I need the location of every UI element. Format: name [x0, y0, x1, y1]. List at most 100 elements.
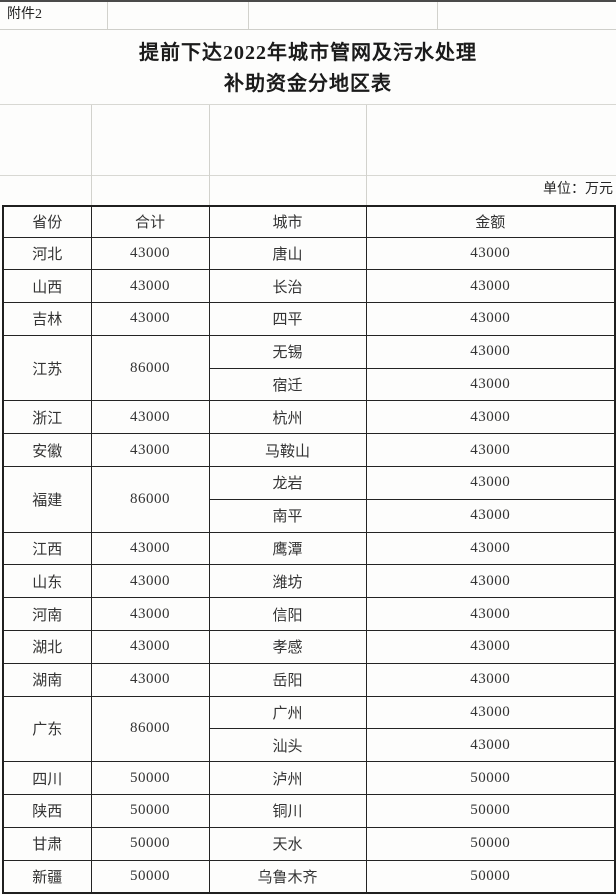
attachment-row: 附件2	[0, 2, 616, 30]
city-cell: 广州	[208, 695, 367, 730]
city-cell: 马鞍山	[208, 433, 367, 468]
total-cell: 43000	[90, 630, 210, 664]
table-row: 山西 43000 长治 43000	[2, 269, 616, 304]
gridline	[366, 105, 367, 205]
total-cell: 50000	[90, 794, 210, 828]
city-cell: 杭州	[208, 400, 367, 435]
total-cell: 43000	[90, 433, 210, 468]
province-cell: 湖北	[2, 630, 92, 664]
funding-table-body: 河北 43000 唐山 43000 山西 43000 长治 43000 吉林 43000 四平 430…	[2, 236, 616, 894]
amount-cell: 43000	[365, 466, 616, 500]
total-cell: 43000	[90, 400, 210, 435]
province-cell: 河北	[2, 236, 92, 271]
table-row: 广东 86000 广州 43000	[2, 695, 616, 763]
table-row: 浙江 43000 杭州 43000	[2, 400, 616, 435]
gridline	[91, 105, 92, 205]
province-cell: 江苏	[2, 334, 92, 402]
city-cell: 信阳	[208, 597, 367, 632]
page-title: 提前下达2022年城市管网及污水处理 补助资金分地区表	[0, 30, 616, 105]
table-row: 四川 50000 泸州 50000	[2, 761, 616, 796]
pre-table-area: 单位：万元	[0, 105, 616, 205]
province-cell: 广东	[2, 695, 92, 763]
attachment-label: 附件2	[7, 7, 42, 22]
table-row: 福建 86000 龙岩 43000	[2, 466, 616, 533]
table-row: 新疆 50000 乌鲁木齐 50000	[2, 859, 616, 894]
city-cell: 长治	[208, 269, 367, 304]
amount-cell: 43000	[365, 728, 616, 763]
gridline	[248, 2, 249, 29]
amount-cell: 50000	[365, 826, 616, 861]
city-cell: 汕头	[208, 728, 367, 763]
table-row: 江西 43000 鹰潭 43000	[2, 531, 616, 566]
city-cell: 宿迁	[208, 367, 367, 402]
province-cell: 浙江	[2, 400, 92, 435]
amount-cell: 43000	[365, 695, 616, 730]
province-cell: 陕西	[2, 794, 92, 828]
province-cell: 河南	[2, 597, 92, 632]
city-cell: 潍坊	[208, 564, 367, 599]
total-cell: 43000	[90, 662, 210, 697]
title-line-1: 提前下达2022年城市管网及污水处理	[139, 42, 477, 64]
amount-cell: 50000	[365, 761, 616, 796]
province-cell: 安徽	[2, 433, 92, 468]
city-cell: 天水	[208, 826, 367, 861]
unit-label: 单位：万元	[543, 182, 613, 197]
table-header-row: 省份 合计 城市 金额	[2, 205, 616, 238]
city-cell: 南平	[208, 498, 367, 533]
province-cell: 江西	[2, 531, 92, 566]
column-header-city: 城市	[208, 205, 367, 238]
amount-cell: 43000	[365, 630, 616, 664]
city-cell: 岳阳	[208, 662, 367, 697]
column-header-amount: 金额	[365, 205, 616, 238]
table-row: 湖南 43000 岳阳 43000	[2, 662, 616, 697]
total-cell: 43000	[90, 302, 210, 336]
province-cell: 山东	[2, 564, 92, 599]
table-row: 汕头 43000	[3, 728, 616, 763]
province-cell: 湖南	[2, 662, 92, 697]
gridline	[437, 2, 438, 29]
table-row: 山东 43000 潍坊 43000	[2, 564, 616, 599]
table-row: 南平 43000	[3, 498, 616, 533]
table-row: 湖北 43000 孝感 43000	[2, 630, 616, 664]
amount-cell: 43000	[365, 236, 616, 271]
total-cell: 43000	[90, 531, 210, 566]
table-row: 甘肃 50000 天水 50000	[2, 826, 616, 861]
gridline	[209, 105, 210, 205]
amount-cell: 43000	[365, 367, 616, 402]
amount-cell: 43000	[365, 662, 616, 697]
table-row: 吉林 43000 四平 43000	[2, 302, 616, 336]
city-cell: 无锡	[208, 334, 367, 369]
city-cell: 龙岩	[208, 466, 367, 500]
province-cell: 山西	[2, 269, 92, 304]
empty-row	[0, 105, 616, 176]
amount-cell: 43000	[365, 564, 616, 599]
province-cell: 四川	[2, 761, 92, 796]
province-cell: 新疆	[2, 859, 92, 894]
amount-cell: 43000	[365, 498, 616, 533]
table-row: 安徽 43000 马鞍山 43000	[2, 433, 616, 468]
amount-cell: 43000	[365, 334, 616, 369]
amount-cell: 50000	[365, 794, 616, 828]
city-cell: 泸州	[208, 761, 367, 796]
amount-cell: 43000	[365, 597, 616, 632]
city-cell: 鹰潭	[208, 531, 367, 566]
funding-table: 省份 合计 城市 金额 河北 43000 唐山 43000 山西 43000 长治 43000…	[2, 205, 616, 894]
column-header-total: 合计	[90, 205, 210, 238]
table-row: 陕西 50000 铜川 50000	[2, 794, 616, 828]
column-header-province: 省份	[2, 205, 92, 238]
city-cell: 四平	[208, 302, 367, 336]
province-cell: 福建	[2, 466, 92, 533]
amount-cell: 43000	[365, 400, 616, 435]
table-row: 江苏 86000 无锡 43000	[2, 334, 616, 402]
table-row: 宿迁 43000	[3, 367, 616, 402]
amount-cell: 43000	[365, 302, 616, 336]
total-cell: 50000	[90, 859, 210, 894]
total-cell: 86000	[90, 334, 210, 402]
city-cell: 唐山	[208, 236, 367, 271]
province-cell: 吉林	[2, 302, 92, 336]
province-cell: 甘肃	[2, 826, 92, 861]
city-cell: 铜川	[208, 794, 367, 828]
amount-cell: 43000	[365, 531, 616, 566]
total-cell: 50000	[90, 826, 210, 861]
